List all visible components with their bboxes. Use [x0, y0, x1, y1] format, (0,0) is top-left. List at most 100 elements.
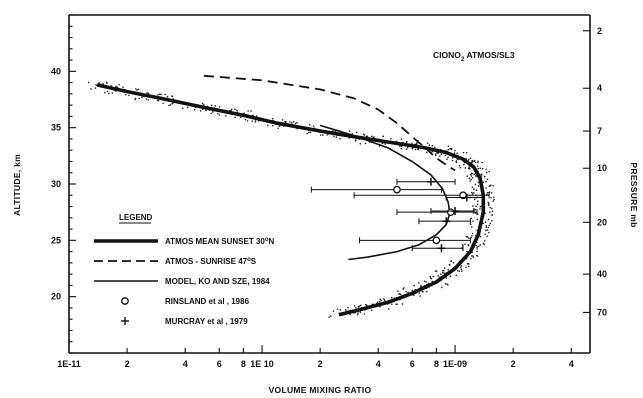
scatter-dot [484, 221, 487, 223]
scatter-dot [399, 293, 402, 296]
x-tick-label: 2 [125, 359, 130, 369]
scatter-dot [433, 146, 436, 148]
scatter-dot [102, 83, 104, 85]
y2-tick-label: 7 [597, 126, 602, 136]
scatter-dot [234, 116, 236, 119]
scatter-dot [399, 145, 401, 148]
scatter-dot [390, 303, 393, 305]
scatter-dot [423, 280, 426, 283]
scatter-dot [440, 273, 442, 275]
scatter-dot [236, 109, 238, 112]
legend-label-atmos-sunset-sup: o [265, 237, 269, 243]
scatter-dot [309, 131, 312, 134]
scatter-dot [471, 160, 473, 163]
scatter-dot [491, 207, 493, 210]
legend-label-atmos-sunrise-suffix: S [251, 257, 257, 266]
scatter-dot [483, 175, 486, 178]
scatter-dot [486, 229, 489, 231]
scatter-dot [480, 175, 483, 177]
scatter-dot [398, 293, 400, 295]
scatter-dot [474, 183, 477, 186]
scatter-dot [387, 308, 390, 310]
scatter-dot [458, 270, 461, 273]
y-tick-label: 35 [51, 123, 61, 133]
y2-tick-label: 10 [597, 163, 607, 173]
scatter-dot [147, 92, 150, 95]
scatter-dot [441, 269, 444, 272]
scatter-dot [489, 222, 492, 225]
scatter-dot [475, 244, 478, 247]
scatter-dot [446, 283, 448, 286]
scatter-dot [476, 218, 479, 221]
scatter-dot [134, 98, 136, 101]
scatter-dot [306, 132, 308, 135]
scatter-dot [356, 313, 359, 316]
scatter-dot [479, 235, 482, 238]
scatter-dot [434, 270, 437, 272]
legend-item-rinsland: RINSLAND et al , 1986 [121, 297, 250, 306]
scatter-dot [339, 137, 341, 140]
scatter-dot [355, 306, 357, 309]
scatter-dot [118, 83, 120, 86]
scatter-dot [106, 90, 109, 93]
chart-title-main: ClONO [433, 50, 461, 60]
scatter-dot [160, 93, 162, 96]
scatter-dot [487, 203, 490, 206]
scatter-dot [465, 235, 467, 238]
scatter-dot [349, 313, 352, 316]
scatter-dot [485, 187, 487, 189]
legend: LEGEND ATMOS MEAN SUNSET 30oN ATMOS - SU… [94, 213, 275, 326]
y2-axis-title: PRESSURE mb [629, 162, 639, 227]
y2-tick-label: 2 [597, 26, 602, 36]
scatter-dot [460, 268, 463, 270]
scatter-dot [471, 186, 474, 189]
scatter-dot [455, 160, 457, 163]
scatter-dot [480, 173, 483, 176]
scatter-dot [359, 311, 362, 313]
scatter-dot [214, 105, 217, 107]
scatter-dot [210, 112, 212, 115]
scatter-dot [466, 263, 469, 265]
x-tick-label: 8 [241, 359, 246, 369]
scatter-dot [476, 246, 478, 248]
scatter-dot [482, 181, 485, 184]
scatter-dot [277, 127, 280, 130]
scatter-dot [476, 248, 478, 250]
scatter-dot [284, 120, 286, 123]
scatter-dot [296, 121, 298, 124]
scatter-dot [451, 157, 454, 159]
scatter-dot [460, 264, 463, 267]
scatter-dot [466, 175, 469, 177]
scatter-dot [459, 166, 462, 169]
legend-item-atmos-sunrise: ATMOS - SUNRISE 47oS [94, 257, 257, 266]
scatter-dot [328, 316, 330, 318]
scatter-dot [290, 122, 293, 124]
scatter-dot [405, 290, 407, 293]
legend-label-atmos-sunrise-sup: o [247, 257, 251, 263]
scatter-dot [419, 295, 421, 297]
scatter-dot [400, 138, 403, 140]
scatter-dot [479, 205, 482, 208]
scatter-dot [124, 93, 127, 96]
scatter-dot [418, 282, 420, 284]
chart-title: ClONO2 ATMOS/SL3 [433, 50, 515, 63]
scatter-dot [445, 277, 447, 279]
scatter-dot [488, 224, 490, 227]
scatter-dot [475, 205, 477, 207]
scatter-dot [376, 301, 379, 303]
scatter-dot [267, 124, 269, 127]
scatter-dot [465, 151, 468, 154]
scatter-dot [294, 122, 297, 125]
scatter-dot [199, 110, 202, 112]
scatter-dot [254, 121, 257, 123]
scatter-dot [450, 147, 453, 150]
scatter-dot [470, 257, 472, 260]
scatter-dot [487, 226, 490, 229]
scatter-dot [441, 271, 444, 274]
scatter-dot [456, 152, 458, 154]
scatter-dot [181, 107, 184, 110]
scatter-dot [354, 139, 357, 142]
scatter-dot [94, 87, 97, 89]
legend-label-atmos-sunset-suffix: N [269, 237, 275, 246]
scatter-dot [452, 261, 455, 264]
